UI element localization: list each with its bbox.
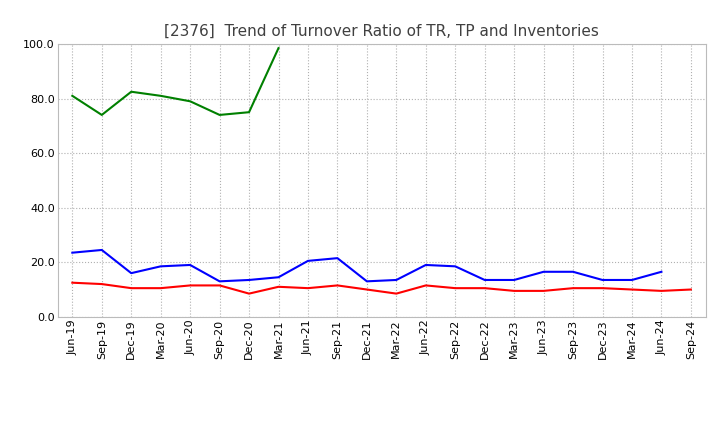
- Trade Receivables: [97, 282, 106, 287]
- Line: Inventories: Inventories: [72, 48, 279, 115]
- Inventories: [186, 99, 194, 104]
- Trade Receivables: [68, 280, 76, 285]
- Trade Payables: [97, 247, 106, 253]
- Trade Receivables: [421, 283, 430, 288]
- Trade Receivables: [687, 287, 696, 292]
- Trade Payables: [245, 277, 253, 282]
- Trade Receivables: [304, 286, 312, 291]
- Trade Receivables: [363, 287, 372, 292]
- Trade Payables: [68, 250, 76, 255]
- Trade Payables: [539, 269, 548, 275]
- Trade Receivables: [451, 286, 459, 291]
- Trade Payables: [215, 279, 224, 284]
- Trade Payables: [628, 277, 636, 282]
- Trade Receivables: [127, 286, 135, 291]
- Trade Payables: [333, 256, 342, 261]
- Trade Payables: [421, 262, 430, 268]
- Line: Trade Payables: Trade Payables: [72, 250, 662, 281]
- Inventories: [127, 89, 135, 94]
- Trade Payables: [480, 277, 489, 282]
- Trade Receivables: [598, 286, 607, 291]
- Trade Payables: [304, 258, 312, 264]
- Trade Receivables: [657, 288, 666, 293]
- Inventories: [245, 110, 253, 115]
- Trade Payables: [156, 264, 165, 269]
- Title: [2376]  Trend of Turnover Ratio of TR, TP and Inventories: [2376] Trend of Turnover Ratio of TR, TP…: [164, 24, 599, 39]
- Inventories: [156, 93, 165, 99]
- Trade Payables: [657, 269, 666, 275]
- Trade Receivables: [245, 291, 253, 296]
- Trade Payables: [598, 277, 607, 282]
- Trade Receivables: [392, 291, 400, 296]
- Trade Receivables: [569, 286, 577, 291]
- Trade Payables: [451, 264, 459, 269]
- Inventories: [97, 112, 106, 117]
- Trade Payables: [274, 275, 283, 280]
- Trade Payables: [127, 271, 135, 276]
- Trade Receivables: [628, 287, 636, 292]
- Inventories: [215, 112, 224, 117]
- Trade Payables: [392, 277, 400, 282]
- Trade Receivables: [156, 286, 165, 291]
- Trade Receivables: [539, 288, 548, 293]
- Trade Receivables: [333, 283, 342, 288]
- Trade Payables: [363, 279, 372, 284]
- Trade Receivables: [274, 284, 283, 290]
- Trade Receivables: [186, 283, 194, 288]
- Inventories: [274, 45, 283, 51]
- Trade Receivables: [480, 286, 489, 291]
- Trade Receivables: [215, 283, 224, 288]
- Inventories: [68, 93, 76, 99]
- Trade Payables: [569, 269, 577, 275]
- Trade Payables: [510, 277, 518, 282]
- Trade Payables: [186, 262, 194, 268]
- Line: Trade Receivables: Trade Receivables: [72, 282, 691, 293]
- Trade Receivables: [510, 288, 518, 293]
